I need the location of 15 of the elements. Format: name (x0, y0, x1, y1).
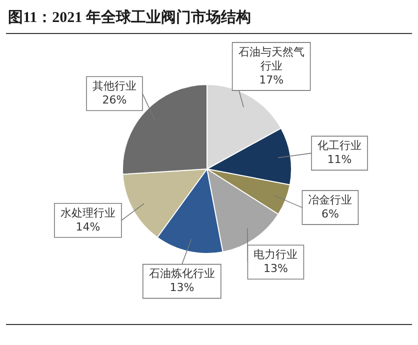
data-label: 26% (102, 93, 127, 106)
data-label: 17% (259, 73, 284, 86)
data-label: 14% (76, 220, 100, 234)
slice-label: 石油炼化行业 (148, 267, 215, 280)
slice-label: 电力行业 (254, 248, 298, 261)
data-label: 13% (263, 262, 288, 275)
slice-label: 化工行业 (318, 139, 362, 152)
data-label: 6% (322, 207, 339, 220)
data-label: 13% (170, 281, 194, 294)
slice-label: 其他行业 (92, 79, 136, 92)
slice-label: 水处理行业 (60, 206, 116, 220)
slice-label: 冶金行业 (308, 193, 352, 206)
chart-title: 图11：2021 年全球工业阀门市场结构 (6, 0, 412, 34)
data-label: 11% (327, 153, 352, 166)
slice-label: 石油与天然气行业 (238, 45, 304, 72)
